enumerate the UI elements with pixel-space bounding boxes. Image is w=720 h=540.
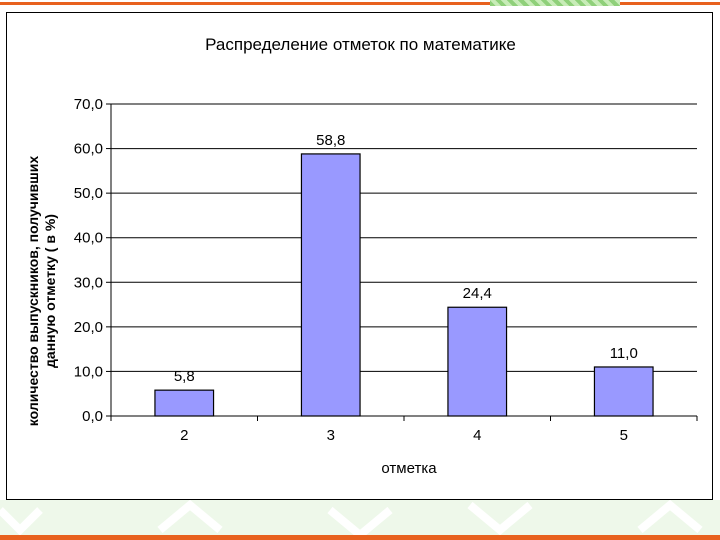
- plot-area: 0,0 10,0 20,0 30,0 40,0 50,0 60,0 70,0 5,8 2 58,8 3…: [74, 96, 698, 477]
- x-tick-label: 3: [327, 427, 335, 444]
- bar: [593, 366, 654, 417]
- x-tick-label: 5: [620, 427, 628, 444]
- y-tick-label: 30,0: [74, 274, 103, 291]
- y-tick-label: 0,0: [82, 408, 103, 425]
- data-label: 11,0: [610, 345, 638, 362]
- data-label: 58,8: [316, 132, 345, 149]
- y-tick-label: 10,0: [74, 363, 103, 380]
- bar: [154, 389, 215, 417]
- bottom-chevron-pattern: [0, 500, 703, 540]
- data-label: 24,4: [463, 285, 492, 302]
- top-ornament: [490, 0, 620, 6]
- x-axis-label: отметка: [381, 460, 437, 477]
- y-tick-label: 60,0: [74, 141, 103, 158]
- bar: [447, 306, 508, 417]
- bar: [300, 153, 361, 417]
- y-tick-label: 70,0: [74, 96, 103, 113]
- x-tick-label: 4: [473, 427, 481, 444]
- bottom-decoration-band: [0, 500, 720, 540]
- y-tick-label: 40,0: [74, 230, 103, 247]
- chart-frame: Распределение отметок по математике коли…: [6, 12, 713, 500]
- bottom-accent-stripe: [0, 535, 720, 540]
- top-accent-stripe: [0, 2, 720, 5]
- y-tick-label: 50,0: [74, 185, 103, 202]
- data-label: 5,8: [174, 368, 195, 385]
- chart-title: Распределение отметок по математике: [205, 35, 516, 54]
- x-tick-label: 2: [180, 427, 188, 444]
- y-tick-label: 20,0: [74, 319, 103, 336]
